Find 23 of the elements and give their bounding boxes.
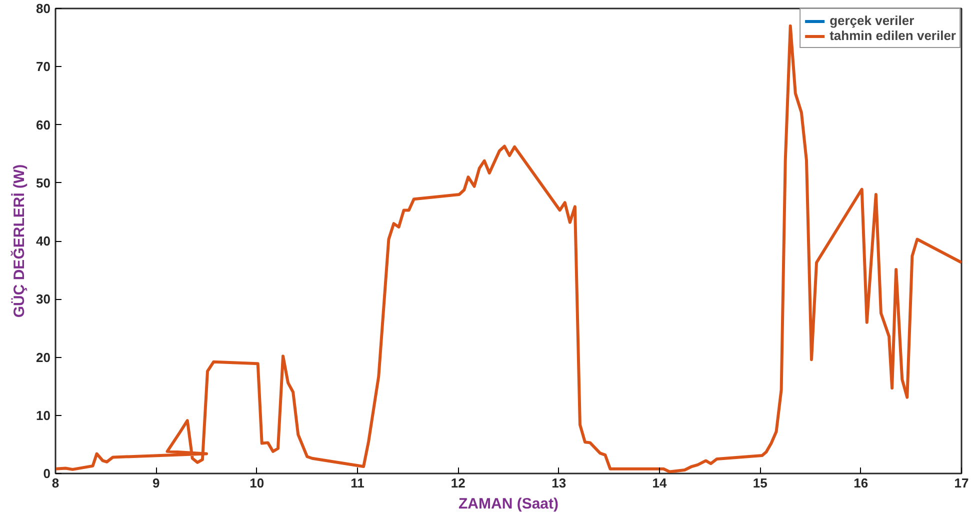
x-tick-label: 12 bbox=[450, 476, 466, 490]
legend-label: gerçek veriler bbox=[830, 13, 914, 28]
x-tick-label: 8 bbox=[52, 476, 60, 490]
y-axis-title: GÜÇ DEĞERLERİ (W) bbox=[10, 164, 28, 318]
y-tick-label: 50 bbox=[36, 175, 51, 190]
x-tick-label: 15 bbox=[752, 476, 768, 490]
y-tick-label: 20 bbox=[36, 350, 51, 365]
x-tick-label: 13 bbox=[552, 476, 566, 490]
x-axis-title: ZAMAN (Saat) bbox=[458, 496, 559, 512]
x-tick-label: 16 bbox=[854, 476, 868, 490]
y-tick-label: 60 bbox=[36, 117, 51, 132]
legend-label: tahmin edilen veriler bbox=[830, 28, 956, 43]
x-tick-label: 11 bbox=[350, 476, 364, 490]
y-tick-label: 70 bbox=[36, 59, 51, 74]
y-tick-label: 30 bbox=[36, 292, 51, 307]
y-tick-label: 40 bbox=[36, 234, 51, 248]
y-tick-label: 80 bbox=[36, 1, 51, 16]
x-tick-label: 10 bbox=[250, 476, 264, 490]
x-tick-label: 9 bbox=[152, 476, 160, 490]
y-tick-label: 10 bbox=[36, 408, 51, 423]
x-tick-label: 17 bbox=[954, 476, 969, 490]
y-tick-label: 0 bbox=[43, 466, 51, 481]
x-tick-label: 14 bbox=[652, 476, 668, 490]
